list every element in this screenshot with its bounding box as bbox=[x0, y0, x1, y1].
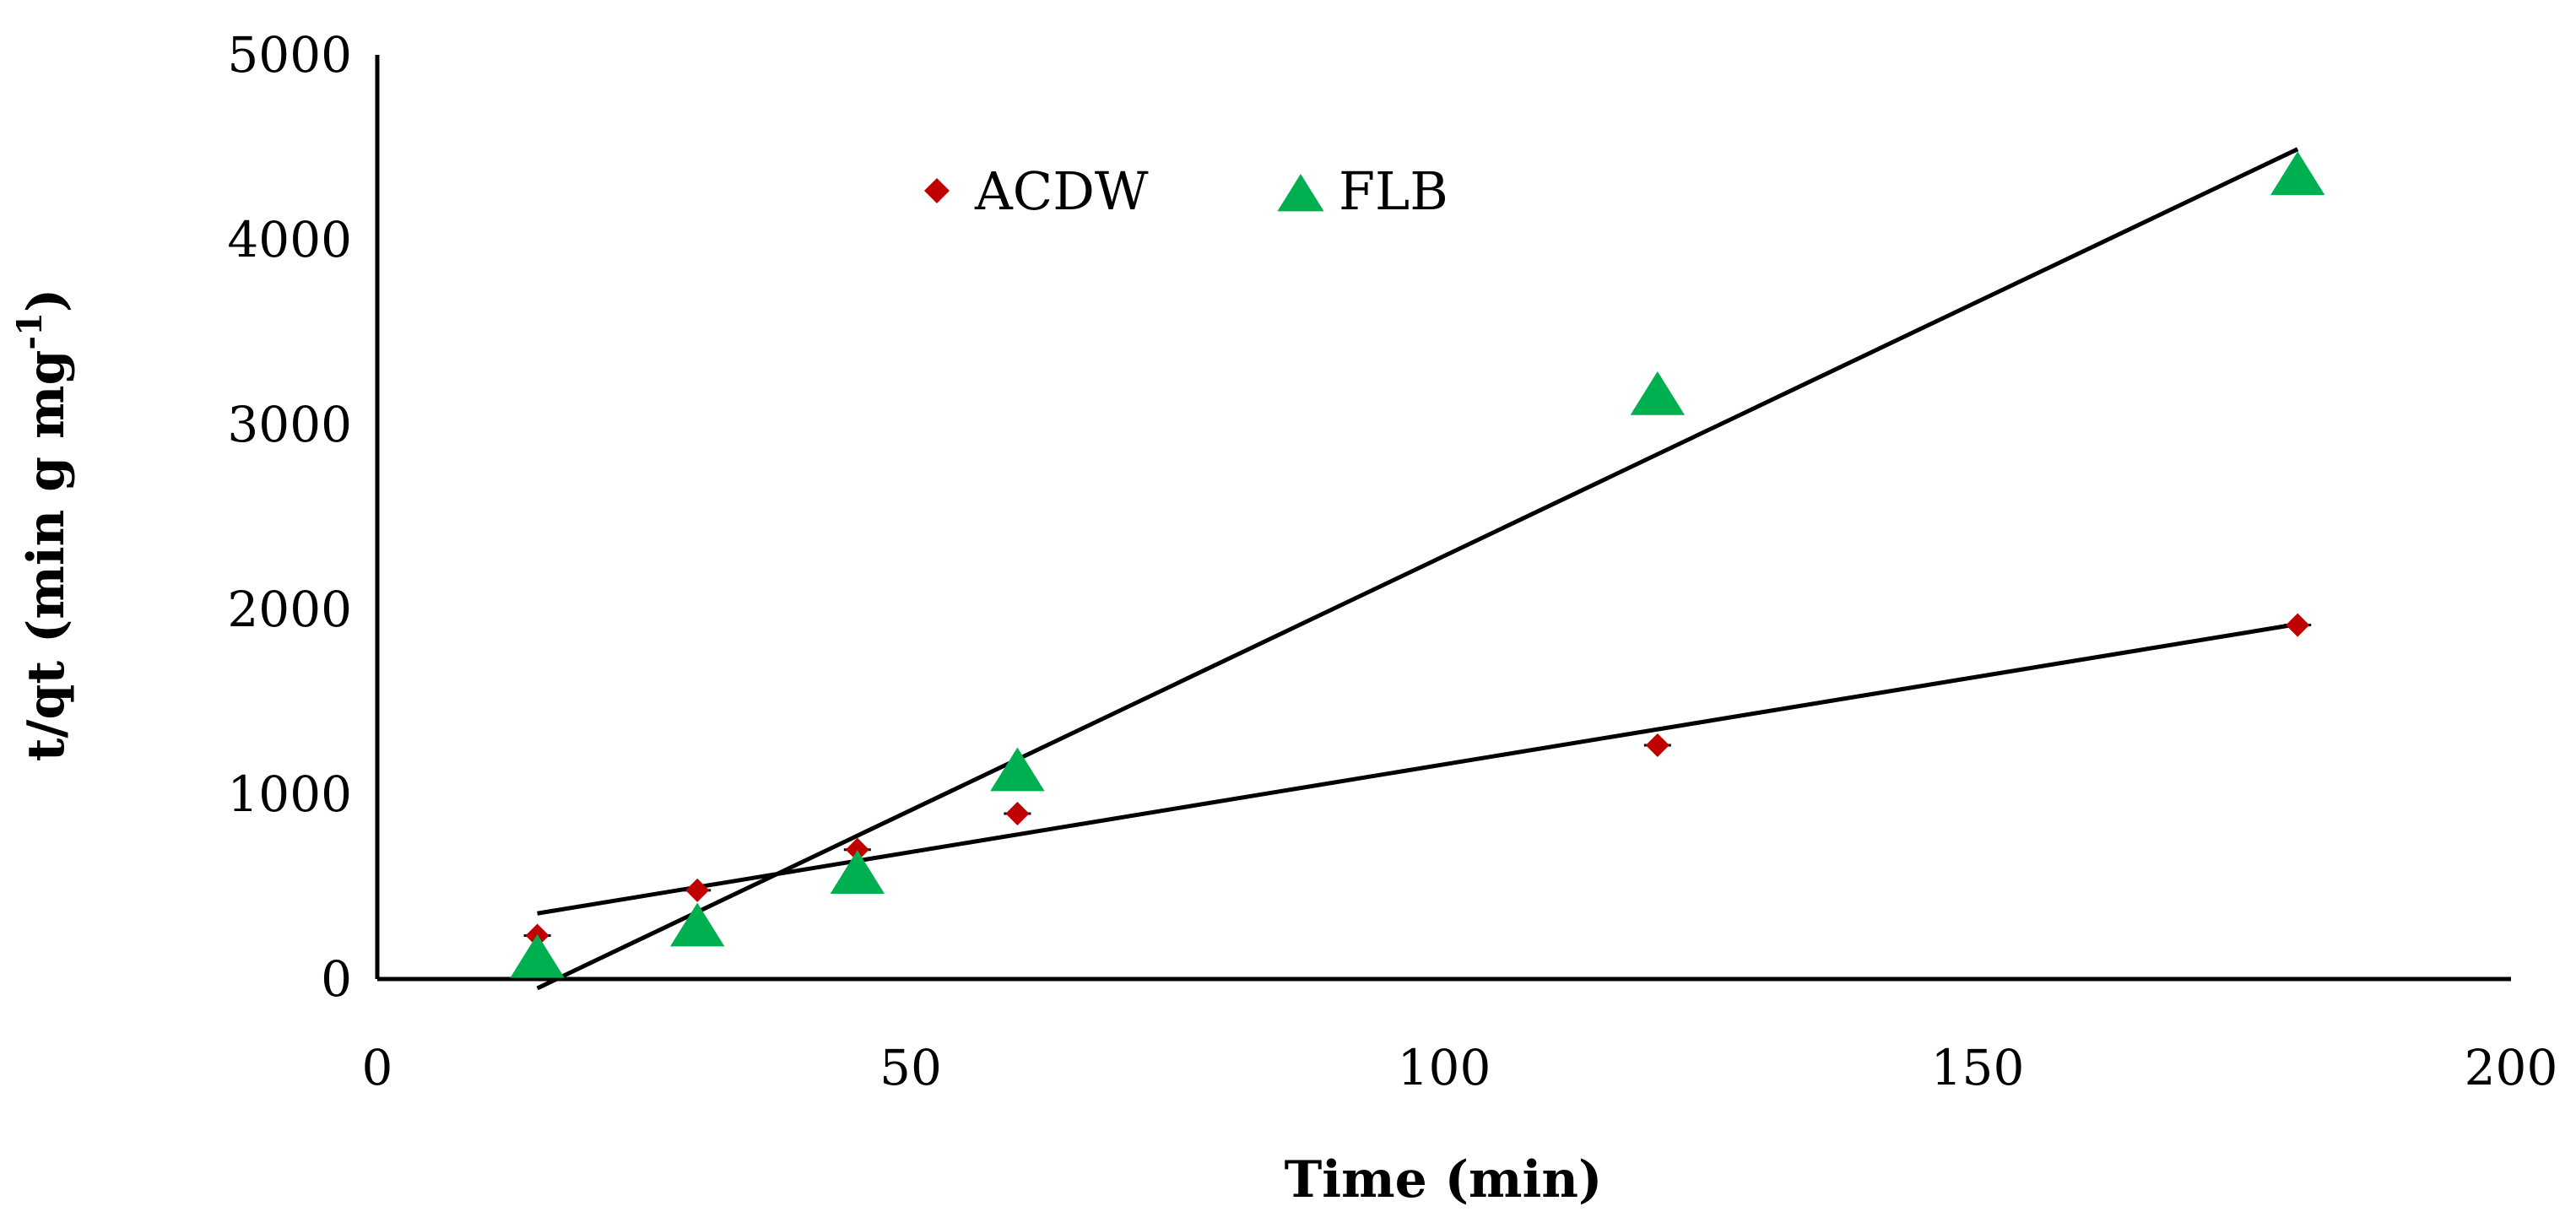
x-tick-label: 100 bbox=[1398, 1039, 1491, 1096]
point-acdw bbox=[2286, 613, 2310, 637]
legend-label-flb: FLB bbox=[1339, 160, 1448, 222]
point-flb bbox=[510, 933, 565, 978]
y-tick-label: 5000 bbox=[227, 26, 352, 84]
trendline-flb bbox=[536, 147, 2299, 991]
point-flb bbox=[830, 850, 885, 894]
legend-diamond-icon bbox=[924, 178, 950, 203]
axes bbox=[375, 55, 2511, 982]
trendlines bbox=[536, 147, 2299, 991]
point-acdw bbox=[1005, 801, 1030, 825]
legend-label-acdw: ACDW bbox=[974, 160, 1149, 222]
y-tick-label: 4000 bbox=[227, 211, 352, 268]
point-flb bbox=[670, 902, 725, 947]
data-points bbox=[510, 151, 2325, 978]
x-tick-labels: 0 50 100 150 200 bbox=[362, 1039, 2558, 1096]
y-tick-labels: 0 1000 2000 3000 4000 5000 bbox=[227, 26, 352, 1008]
x-tick-label: 0 bbox=[362, 1039, 393, 1096]
legend: ACDW FLB bbox=[924, 160, 1448, 222]
y-axis-title-main: t/qt (min g mg bbox=[17, 350, 76, 762]
y-tick-label: 2000 bbox=[227, 581, 352, 638]
point-acdw bbox=[1645, 733, 1670, 757]
x-axis-title: Time (min) bbox=[1285, 1150, 1603, 1209]
y-axis-title: t/qt (min g mg-1) bbox=[10, 289, 76, 761]
point-acdw bbox=[845, 837, 869, 862]
y-tick-label: 0 bbox=[321, 950, 352, 1008]
y-tick-label: 3000 bbox=[227, 396, 352, 453]
point-acdw bbox=[685, 878, 710, 902]
y-axis-title-sup: -1 bbox=[10, 312, 50, 349]
x-tick-label: 50 bbox=[879, 1039, 942, 1096]
point-flb bbox=[1630, 371, 1685, 415]
x-tick-label: 150 bbox=[1931, 1039, 2025, 1096]
legend-marker-acdw bbox=[924, 178, 950, 203]
point-flb bbox=[990, 747, 1045, 792]
y-axis-title-close: ) bbox=[17, 289, 76, 312]
point-flb bbox=[2270, 151, 2325, 196]
x-tick-label: 200 bbox=[2465, 1039, 2558, 1096]
legend-triangle-icon bbox=[1277, 174, 1324, 212]
legend-marker-flb bbox=[1277, 174, 1324, 212]
y-tick-label: 1000 bbox=[227, 765, 352, 823]
trendline-acdw bbox=[537, 622, 2298, 916]
